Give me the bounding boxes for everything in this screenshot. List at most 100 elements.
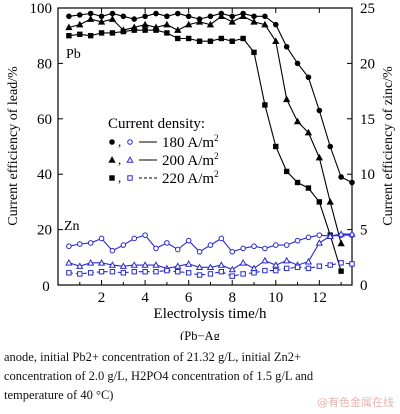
data-point <box>293 117 302 125</box>
data-point <box>262 267 268 274</box>
data-point <box>195 18 204 25</box>
data-point <box>141 20 149 28</box>
data-point <box>109 10 116 17</box>
data-point <box>262 13 268 20</box>
data-point <box>164 267 170 274</box>
data-point <box>120 270 127 276</box>
caption-line-1: anode, initial Pb2+ concentration of 21.… <box>4 350 302 364</box>
data-point <box>142 27 148 33</box>
data-point <box>131 235 138 242</box>
caption-line-3: temperature of 40 °C) <box>4 388 114 402</box>
data-point <box>283 242 290 248</box>
data-point <box>305 185 312 191</box>
data-point <box>272 37 280 44</box>
data-point <box>228 18 236 25</box>
data-point <box>153 27 159 33</box>
data-point <box>262 102 268 108</box>
data-point <box>273 143 279 150</box>
data-point <box>66 33 72 39</box>
legend-marker-pb <box>109 139 115 145</box>
data-point <box>97 18 106 25</box>
data-point <box>272 242 279 248</box>
data-point <box>77 31 83 38</box>
data-point <box>316 199 323 205</box>
data-point <box>261 20 269 28</box>
legend-separator: , <box>118 134 121 149</box>
legend-label-superscript: 2 <box>214 151 219 161</box>
data-point <box>305 74 312 81</box>
y-tick-label-right: 10 <box>360 167 375 183</box>
data-point <box>185 35 192 42</box>
data-point <box>229 273 235 279</box>
data-point <box>283 43 290 50</box>
data-point <box>294 179 301 186</box>
data-point <box>304 257 313 265</box>
legend-marker-pb <box>109 175 115 181</box>
data-point <box>273 267 279 274</box>
data-point <box>251 270 257 276</box>
data-point <box>207 13 214 20</box>
data-point <box>185 13 192 20</box>
data-point <box>207 38 214 44</box>
chart-axes: 2 4 6 8 10 12 0 20 40 60 80 100 0 5 10 15 20 25 <box>30 1 376 306</box>
data-point <box>66 13 72 20</box>
data-point <box>153 245 159 252</box>
data-point <box>109 269 116 275</box>
data-point <box>87 10 94 17</box>
data-point <box>196 38 203 44</box>
data-point <box>294 264 301 270</box>
data-point <box>109 247 116 254</box>
data-point <box>229 13 236 20</box>
data-point <box>174 246 181 253</box>
data-point <box>98 13 105 20</box>
data-point <box>185 260 193 267</box>
data-point <box>240 271 246 277</box>
caption-line-2: concentration of 2.0 g/L, H2PO4 concentr… <box>4 369 314 383</box>
data-point <box>283 168 290 175</box>
series-pb-3 <box>66 27 344 274</box>
data-point <box>131 27 137 33</box>
data-point <box>348 230 356 237</box>
data-point <box>251 243 257 250</box>
data-point <box>195 263 204 271</box>
data-point <box>87 259 95 266</box>
y-tick-label-left: 20 <box>37 223 52 239</box>
data-point <box>315 239 323 246</box>
data-point <box>326 198 334 205</box>
data-point <box>218 35 225 42</box>
y-axis-label-left: Current efficiency of lead/% <box>6 66 21 226</box>
data-point <box>206 20 215 28</box>
x-tick-label: 12 <box>312 290 327 306</box>
data-point <box>250 18 258 25</box>
data-point <box>76 241 83 247</box>
data-point <box>239 12 247 20</box>
data-point <box>196 248 203 255</box>
data-point <box>251 13 257 20</box>
data-point <box>316 107 323 114</box>
data-point <box>272 21 279 28</box>
data-point <box>141 261 149 268</box>
data-point <box>108 15 117 22</box>
data-point <box>119 262 127 269</box>
data-point <box>338 260 344 266</box>
x-tick-label: 6 <box>185 290 193 306</box>
data-point <box>120 242 127 248</box>
data-point <box>174 10 181 17</box>
data-point <box>97 259 106 266</box>
data-point <box>174 26 182 33</box>
legend-entry: , 220 A/m2 <box>109 169 219 187</box>
legend-separator: , <box>118 170 121 185</box>
data-point <box>315 153 323 161</box>
data-point <box>217 261 225 268</box>
data-point <box>327 143 334 150</box>
data-point <box>218 235 225 242</box>
series-zn-2 <box>65 230 356 273</box>
data-point <box>262 245 268 252</box>
data-point <box>130 261 138 268</box>
data-point <box>77 271 83 277</box>
y-tick-label-left: 40 <box>37 167 52 183</box>
data-point <box>337 239 345 247</box>
legend-separator: , <box>118 152 121 167</box>
data-point <box>66 243 72 250</box>
data-point <box>337 230 345 237</box>
